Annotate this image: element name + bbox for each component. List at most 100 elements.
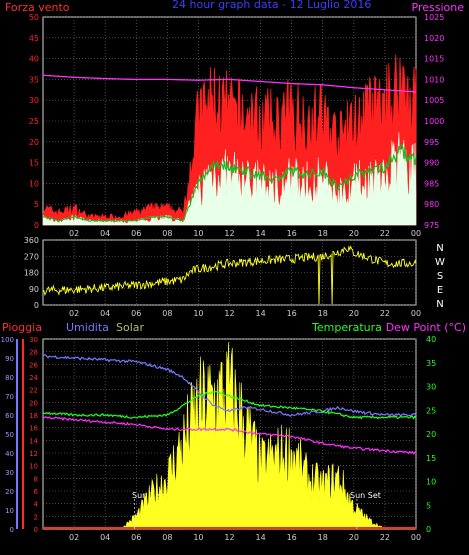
x-tick-1-10: 22 [380,309,390,318]
title-temperature: Temperatura [311,321,382,334]
y-tick-humidity-4: 40 [5,450,14,458]
y-tick-pressure-3: 990 [424,159,439,168]
x-tick-0-2: 06 [131,229,141,238]
y-tick-temperature-8: 40 [426,335,436,344]
y-tick-rain-9: 18 [29,412,38,420]
y-tick-pressure-7: 1010 [424,75,444,84]
y-tick-pressure-2: 985 [424,179,439,188]
x-tick-2-3: 08 [162,533,172,542]
x-tick-1-0: 02 [69,309,79,318]
x-tick-0-9: 20 [349,229,359,238]
y-tick-compass-2: S [437,271,443,282]
x-tick-1-4: 10 [193,309,203,318]
series-wind-avg [42,143,417,222]
y-tick-temperature-4: 20 [426,430,436,439]
x-tick-1-7: 16 [287,309,297,318]
y-tick-pressure-1: 980 [424,200,439,209]
x-tick-2-10: 22 [380,533,390,542]
x-tick-2-5: 12 [224,533,234,542]
y-tick-rain-7: 14 [29,437,38,445]
y-tick-rain-2: 4 [34,501,39,509]
y-tick-wind-9: 45 [29,34,39,43]
title-wind: Forza vento [5,1,70,14]
y-tick-pressure-4: 995 [424,138,439,147]
y-tick-temperature-3: 15 [426,454,436,463]
y-tick-pressure-0: 975 [424,221,439,230]
y-tick-humidity-0: 0 [10,526,14,534]
y-tick-rain-6: 12 [29,450,38,458]
y-tick-temperature-0: 0 [426,525,431,534]
x-tick-0-5: 12 [224,229,234,238]
x-tick-2-11: 00 [411,533,421,542]
y-tick-direction-1: 90 [29,285,39,294]
series-wind-speed [42,132,417,226]
y-tick-humidity-9: 90 [5,355,14,363]
y-tick-wind-4: 20 [29,138,39,147]
y-tick-temperature-1: 5 [426,501,431,510]
series-temperature [42,390,417,420]
x-tick-0-3: 08 [162,229,172,238]
series-pressure [42,74,417,93]
y-tick-pressure-8: 1015 [424,55,444,64]
title-humidity: Umidita [66,321,109,334]
y-tick-wind-7: 35 [29,75,39,84]
x-tick-2-7: 16 [287,533,297,542]
x-tick-2-9: 20 [349,533,359,542]
x-tick-1-11: 00 [411,309,421,318]
x-tick-1-3: 08 [162,309,172,318]
title-dewpoint: Dew Point (°C) [386,321,466,334]
series-humidity [42,354,417,418]
y-tick-humidity-10: 100 [1,336,14,344]
y-tick-rain-15: 30 [29,336,38,344]
y-tick-temperature-6: 30 [426,383,436,392]
title-pressure: Pressione [412,1,465,14]
annotation-sun-set: Sun Set [350,491,381,500]
y-tick-pressure-9: 1020 [424,34,444,43]
y-tick-humidity-2: 20 [5,488,14,496]
x-tick-1-2: 06 [131,309,141,318]
x-tick-2-0: 02 [69,533,79,542]
y-tick-pressure-5: 1000 [424,117,444,126]
x-tick-1-6: 14 [255,309,265,318]
y-tick-wind-10: 50 [29,13,39,22]
title-rain: Pioggia [2,321,42,334]
y-tick-rain-12: 24 [29,374,38,382]
x-tick-0-6: 14 [255,229,265,238]
y-tick-rain-5: 10 [29,463,38,471]
x-tick-2-8: 18 [318,533,328,542]
y-tick-wind-5: 25 [29,117,39,126]
y-tick-compass-4: N [436,299,443,310]
y-tick-rain-14: 28 [29,349,38,357]
y-tick-humidity-7: 70 [5,393,14,401]
y-tick-wind-2: 10 [29,179,39,188]
y-tick-pressure-6: 1005 [424,96,444,105]
y-tick-rain-10: 20 [29,399,38,407]
y-tick-rain-8: 16 [29,425,38,433]
y-tick-pressure-10: 1025 [424,13,444,22]
y-tick-wind-8: 40 [29,55,39,64]
series-dewpoint [42,416,417,455]
x-tick-0-8: 18 [318,229,328,238]
y-tick-humidity-3: 30 [5,469,14,477]
series-solar [43,342,416,530]
y-tick-compass-3: E [437,285,443,296]
x-tick-2-2: 06 [131,533,141,542]
y-tick-humidity-8: 80 [5,374,14,382]
x-tick-0-10: 22 [380,229,390,238]
x-tick-1-8: 18 [318,309,328,318]
y-tick-rain-1: 2 [34,513,38,521]
y-tick-wind-1: 5 [34,200,39,209]
title-solar: Solar [116,321,145,334]
x-tick-0-11: 00 [411,229,421,238]
y-tick-humidity-5: 50 [5,431,14,439]
y-tick-wind-0: 0 [34,221,39,230]
x-tick-0-0: 02 [69,229,79,238]
y-tick-direction-4: 360 [24,236,39,245]
y-tick-direction-3: 270 [24,252,39,261]
x-tick-1-1: 04 [100,309,110,318]
y-tick-compass-0: N [436,243,443,254]
x-tick-2-1: 04 [100,533,110,542]
y-tick-temperature-2: 10 [426,478,436,487]
y-tick-temperature-5: 25 [426,406,436,415]
